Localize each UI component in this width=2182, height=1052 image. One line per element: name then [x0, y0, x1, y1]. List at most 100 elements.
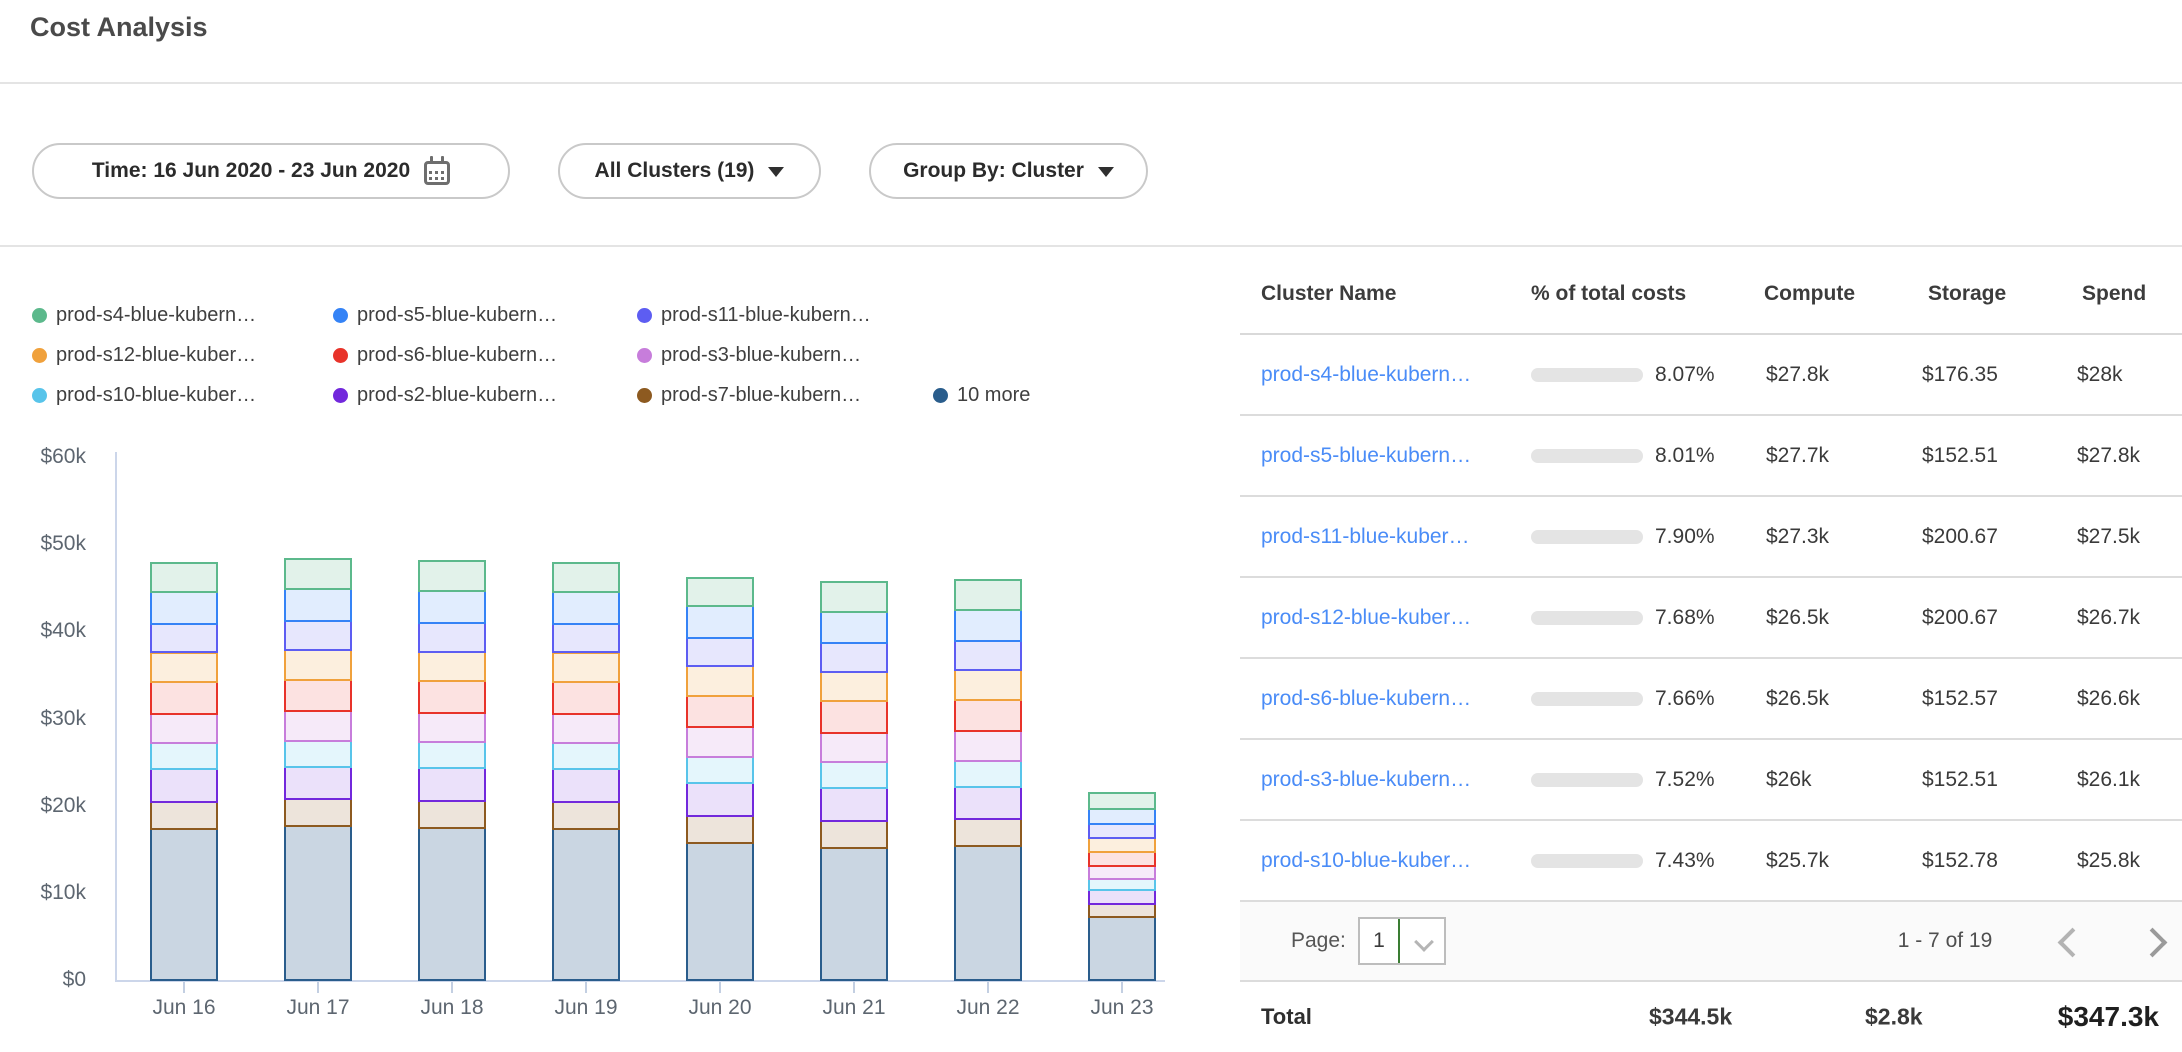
bar-segment[interactable]: [1088, 791, 1156, 811]
bar-segment[interactable]: [686, 782, 754, 817]
bar-segment[interactable]: [284, 709, 352, 742]
bar-segment[interactable]: [418, 826, 486, 981]
bar-segment[interactable]: [686, 576, 754, 608]
bar-segment[interactable]: [418, 799, 486, 829]
bar-segment[interactable]: [552, 742, 620, 771]
bar-segment[interactable]: [150, 768, 218, 803]
bar-segment[interactable]: [820, 761, 888, 790]
bar-segment[interactable]: [150, 561, 218, 594]
cluster-link[interactable]: prod-s12-blue-kuber…: [1261, 605, 1472, 629]
bar-segment[interactable]: [284, 678, 352, 712]
bar-segment[interactable]: [1088, 851, 1156, 868]
bar-segment[interactable]: [1088, 823, 1156, 840]
bar-segment[interactable]: [150, 651, 218, 684]
legend-item[interactable]: prod-s4-blue-kubern…: [32, 304, 256, 326]
bar-segment[interactable]: [552, 827, 620, 981]
clusters-filter-dropdown[interactable]: All Clusters (19): [558, 143, 821, 199]
bar-segment[interactable]: [418, 741, 486, 770]
bar-segment[interactable]: [150, 622, 218, 654]
bar-segment[interactable]: [820, 787, 888, 822]
legend-item[interactable]: prod-s6-blue-kubern…: [333, 344, 557, 366]
bar-segment[interactable]: [552, 622, 620, 654]
cluster-link[interactable]: prod-s10-blue-kuber…: [1261, 848, 1472, 872]
bar-segment[interactable]: [284, 739, 352, 768]
bar-segment[interactable]: [820, 580, 888, 613]
bar-segment[interactable]: [820, 846, 888, 981]
bar-segment[interactable]: [954, 579, 1022, 611]
bar-segment[interactable]: [1088, 837, 1156, 854]
legend-item[interactable]: prod-s5-blue-kubern…: [333, 304, 557, 326]
bar-segment[interactable]: [418, 621, 486, 653]
bar-segment[interactable]: [284, 620, 352, 651]
bar-segment[interactable]: [418, 767, 486, 802]
bar-segment[interactable]: [418, 650, 486, 683]
bar-segment[interactable]: [1088, 889, 1156, 905]
bar-segment[interactable]: [552, 591, 620, 625]
bar-segment[interactable]: [418, 680, 486, 714]
bar-segment[interactable]: [820, 670, 888, 703]
legend-item[interactable]: prod-s2-blue-kubern…: [333, 384, 557, 406]
group-by-dropdown[interactable]: Group By: Cluster: [869, 143, 1148, 199]
bar-segment[interactable]: [820, 819, 888, 849]
page-select[interactable]: 1: [1358, 917, 1446, 965]
bar-segment[interactable]: [284, 797, 352, 827]
bar-segment[interactable]: [686, 636, 754, 668]
bar-segment[interactable]: [1088, 808, 1156, 826]
bar-segment[interactable]: [686, 756, 754, 785]
bar-segment[interactable]: [820, 641, 888, 673]
bar-segment[interactable]: [820, 610, 888, 644]
bar-segment[interactable]: [552, 681, 620, 715]
cluster-link[interactable]: prod-s4-blue-kubern…: [1261, 362, 1472, 386]
time-range-filter[interactable]: Time: 16 Jun 2020 - 23 Jun 2020: [32, 143, 510, 199]
bar-segment[interactable]: [418, 589, 486, 624]
bar-segment[interactable]: [954, 785, 1022, 820]
bar-segment[interactable]: [820, 731, 888, 764]
bar-segment[interactable]: [552, 800, 620, 830]
cluster-link[interactable]: prod-s5-blue-kubern…: [1261, 443, 1472, 467]
bar-segment[interactable]: [552, 561, 620, 594]
bar-segment[interactable]: [150, 681, 218, 715]
legend-item[interactable]: 10 more: [933, 384, 1030, 406]
bar-segment[interactable]: [150, 712, 218, 745]
bar-segment[interactable]: [954, 668, 1022, 701]
bar-segment[interactable]: [686, 841, 754, 981]
legend-item[interactable]: prod-s11-blue-kubern…: [637, 304, 871, 326]
next-page-button[interactable]: [2137, 927, 2168, 958]
bar-segment[interactable]: [284, 558, 352, 590]
bar-segment[interactable]: [954, 608, 1022, 643]
legend-item[interactable]: prod-s7-blue-kubern…: [637, 384, 861, 406]
bar-segment[interactable]: [954, 729, 1022, 762]
bar-segment[interactable]: [284, 587, 352, 623]
bar-segment[interactable]: [284, 648, 352, 681]
bar-segment[interactable]: [954, 759, 1022, 788]
bar-segment[interactable]: [954, 817, 1022, 847]
bar-segment[interactable]: [150, 591, 218, 625]
bar-segment[interactable]: [954, 845, 1022, 981]
bar-segment[interactable]: [954, 698, 1022, 732]
bar-segment[interactable]: [686, 695, 754, 729]
bar-segment[interactable]: [284, 824, 352, 981]
bar-segment[interactable]: [1088, 902, 1156, 918]
bar-segment[interactable]: [418, 559, 486, 592]
bar-segment[interactable]: [686, 605, 754, 639]
legend-item[interactable]: prod-s10-blue-kuber…: [32, 384, 256, 406]
bar-segment[interactable]: [954, 640, 1022, 671]
bar-segment[interactable]: [1088, 865, 1156, 881]
cluster-link[interactable]: prod-s6-blue-kubern…: [1261, 686, 1472, 710]
bar-segment[interactable]: [150, 800, 218, 830]
bar-segment[interactable]: [1088, 878, 1156, 892]
cluster-link[interactable]: prod-s3-blue-kubern…: [1261, 767, 1472, 791]
bar-segment[interactable]: [284, 765, 352, 800]
cluster-link[interactable]: prod-s11-blue-kuber…: [1261, 524, 1470, 548]
bar-segment[interactable]: [418, 711, 486, 744]
bar-segment[interactable]: [150, 742, 218, 771]
bar-segment[interactable]: [552, 768, 620, 803]
legend-item[interactable]: prod-s3-blue-kubern…: [637, 344, 861, 366]
legend-item[interactable]: prod-s12-blue-kuber…: [32, 344, 256, 366]
bar-segment[interactable]: [552, 651, 620, 684]
bar-segment[interactable]: [686, 665, 754, 698]
bar-segment[interactable]: [1088, 915, 1156, 981]
bar-segment[interactable]: [686, 726, 754, 759]
bar-segment[interactable]: [552, 712, 620, 745]
bar-segment[interactable]: [150, 827, 218, 981]
